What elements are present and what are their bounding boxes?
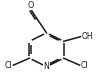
Text: Cl: Cl [5,61,12,70]
Text: N: N [44,62,50,71]
Text: Cl: Cl [81,61,89,70]
Text: O: O [27,1,34,10]
Text: OH: OH [82,32,93,41]
